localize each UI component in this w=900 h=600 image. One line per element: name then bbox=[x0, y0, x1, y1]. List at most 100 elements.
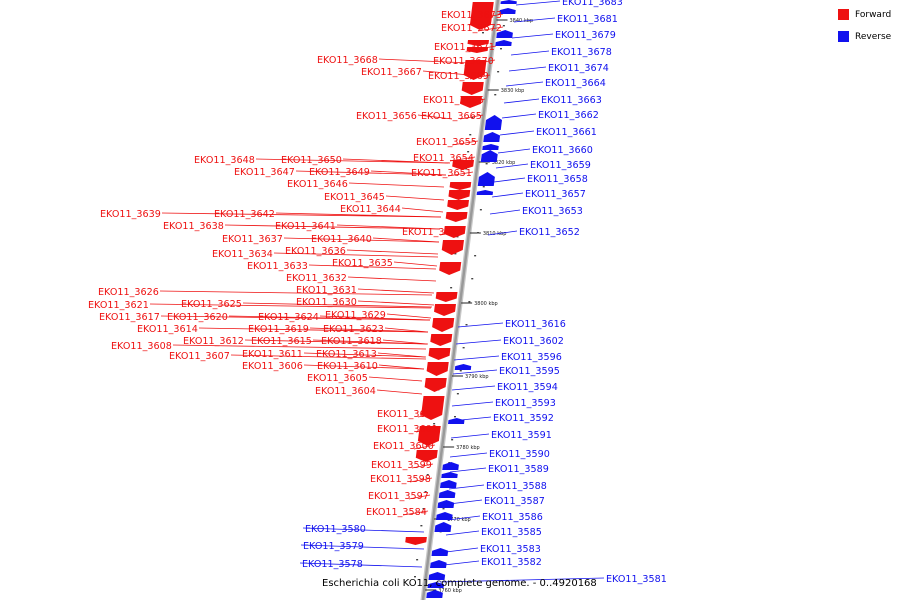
reverse-gene-feature[interactable] bbox=[480, 150, 498, 162]
forward-gene-feature[interactable] bbox=[435, 292, 458, 302]
reverse-gene-feature[interactable] bbox=[454, 364, 472, 370]
forward-gene-feature[interactable] bbox=[439, 262, 462, 275]
forward-gene-label[interactable]: EKO11_3671 bbox=[434, 42, 495, 53]
reverse-gene-label[interactable]: EKO11_3657 bbox=[525, 189, 586, 200]
reverse-gene-feature[interactable] bbox=[495, 40, 512, 46]
reverse-gene-feature[interactable] bbox=[428, 572, 446, 580]
forward-gene-feature[interactable] bbox=[469, 2, 494, 30]
reverse-gene-label[interactable]: EKO11_3593 bbox=[495, 398, 556, 409]
forward-gene-label[interactable]: EKO11_3648 bbox=[194, 155, 255, 166]
reverse-gene-feature[interactable] bbox=[499, 8, 516, 14]
reverse-gene-feature[interactable] bbox=[431, 548, 449, 556]
reverse-gene-label[interactable]: EKO11_3596 bbox=[501, 352, 562, 363]
forward-gene-label[interactable]: EKO11_3669 bbox=[428, 71, 489, 82]
forward-gene-feature[interactable] bbox=[415, 450, 438, 462]
forward-gene-label[interactable]: EKO11_3603 bbox=[377, 409, 438, 420]
forward-gene-label[interactable]: EKO11_3639 bbox=[100, 209, 161, 220]
forward-gene-label[interactable]: EKO11_3614 bbox=[137, 324, 198, 335]
forward-gene-label[interactable]: EKO11_3635 bbox=[332, 258, 393, 269]
forward-gene-feature[interactable] bbox=[428, 348, 451, 360]
forward-gene-feature[interactable] bbox=[443, 226, 466, 238]
forward-gene-feature[interactable] bbox=[461, 82, 484, 95]
reverse-gene-label[interactable]: EKO11_3683 bbox=[562, 0, 623, 8]
forward-gene-label[interactable]: EKO11_3633 bbox=[247, 261, 308, 272]
reverse-gene-label[interactable]: EKO11_3590 bbox=[489, 449, 550, 460]
reverse-gene-label[interactable]: EKO11_3580 bbox=[305, 524, 366, 535]
forward-gene-label[interactable]: EKO11_3621 bbox=[88, 300, 149, 311]
reverse-gene-feature[interactable] bbox=[430, 560, 447, 568]
forward-gene-label[interactable]: EKO11_3631 bbox=[296, 285, 357, 296]
reverse-gene-label[interactable]: EKO11_3579 bbox=[303, 541, 364, 552]
reverse-gene-label[interactable]: EKO11_3587 bbox=[484, 496, 545, 507]
forward-gene-label[interactable]: EKO11_3601 bbox=[377, 424, 438, 435]
reverse-gene-label[interactable]: EKO11_3589 bbox=[488, 464, 549, 475]
forward-gene-feature[interactable] bbox=[467, 40, 489, 46]
reverse-gene-label[interactable]: EKO11_3662 bbox=[538, 110, 599, 121]
reverse-gene-label[interactable]: EKO11_3664 bbox=[545, 78, 606, 89]
forward-gene-feature[interactable] bbox=[421, 396, 445, 420]
forward-gene-label[interactable]: EKO11_3641 bbox=[275, 221, 336, 232]
forward-gene-label[interactable]: EKO11_3640 bbox=[311, 234, 372, 245]
forward-gene-label[interactable]: EKO11_3626 bbox=[98, 287, 159, 298]
forward-gene-label[interactable]: EKO11_3605 bbox=[307, 373, 368, 384]
forward-gene-label[interactable]: EKO11_3649 bbox=[309, 167, 370, 178]
reverse-gene-label[interactable]: EKO11_3663 bbox=[541, 95, 602, 106]
reverse-gene-label[interactable]: EKO11_3659 bbox=[530, 160, 591, 171]
forward-gene-label[interactable]: EKO11_3598 bbox=[370, 474, 431, 485]
forward-gene-label[interactable]: EKO11_3636 bbox=[285, 246, 346, 257]
forward-gene-feature[interactable] bbox=[405, 537, 427, 545]
forward-gene-label[interactable]: EKO11_3620 bbox=[167, 312, 228, 323]
reverse-gene-label[interactable]: EKO11_3660 bbox=[532, 145, 593, 156]
forward-gene-label[interactable]: EKO11_3665 bbox=[421, 111, 482, 122]
forward-gene-feature[interactable] bbox=[463, 60, 487, 80]
reverse-gene-feature[interactable] bbox=[477, 172, 495, 186]
forward-gene-label[interactable]: EKO11_3647 bbox=[234, 167, 295, 178]
forward-gene-label[interactable]: EKO11_3615 bbox=[251, 336, 312, 347]
forward-gene-label[interactable]: EKO11_3618 bbox=[321, 336, 382, 347]
reverse-gene-label[interactable]: EKO11_3678 bbox=[551, 47, 612, 58]
forward-gene-label[interactable]: EKO11_3607 bbox=[169, 351, 230, 362]
reverse-gene-label[interactable]: EKO11_3582 bbox=[481, 557, 542, 568]
reverse-gene-label[interactable]: EKO11_3616 bbox=[505, 319, 566, 330]
forward-gene-label[interactable]: EKO11_3612 bbox=[183, 336, 244, 347]
reverse-gene-label[interactable]: EKO11_3581 bbox=[606, 574, 667, 585]
forward-gene-feature[interactable] bbox=[447, 200, 469, 210]
reverse-gene-feature[interactable] bbox=[496, 30, 513, 38]
forward-gene-label[interactable]: EKO11_3654 bbox=[413, 153, 474, 164]
forward-gene-label[interactable]: EKO11_3624 bbox=[258, 312, 319, 323]
reverse-gene-label[interactable]: EKO11_3681 bbox=[557, 14, 618, 25]
reverse-gene-feature[interactable] bbox=[484, 115, 502, 130]
reverse-gene-feature[interactable] bbox=[438, 490, 456, 498]
reverse-gene-label[interactable]: EKO11_3595 bbox=[499, 366, 560, 377]
forward-gene-label[interactable]: EKO11_3600 bbox=[373, 441, 434, 452]
reverse-gene-feature[interactable] bbox=[483, 132, 501, 142]
reverse-gene-label[interactable]: EKO11_3653 bbox=[522, 206, 583, 217]
forward-gene-label[interactable]: EKO11_3651 bbox=[411, 168, 472, 179]
reverse-gene-label[interactable]: EKO11_3658 bbox=[527, 174, 588, 185]
forward-gene-label[interactable]: EKO11_3623 bbox=[323, 324, 384, 335]
reverse-gene-feature[interactable] bbox=[448, 418, 465, 424]
forward-gene-label[interactable]: EKO11_3619 bbox=[248, 324, 309, 335]
reverse-gene-feature[interactable] bbox=[476, 190, 494, 195]
reverse-gene-feature[interactable] bbox=[441, 472, 458, 478]
forward-gene-feature[interactable] bbox=[424, 378, 447, 392]
reverse-gene-feature[interactable] bbox=[500, 0, 517, 4]
forward-gene-label[interactable]: EKO11_3625 bbox=[181, 299, 242, 310]
forward-gene-label[interactable]: EKO11_3634 bbox=[212, 249, 273, 260]
forward-gene-label[interactable]: EKO11_3656 bbox=[356, 111, 417, 122]
forward-gene-label[interactable]: EKO11_3608 bbox=[111, 341, 172, 352]
forward-gene-label[interactable]: EKO11_3638 bbox=[163, 221, 224, 232]
forward-gene-label[interactable]: EKO11_3613 bbox=[316, 349, 377, 360]
forward-gene-label[interactable]: EKO11_3655 bbox=[416, 137, 477, 148]
forward-gene-label[interactable]: EKO11_3611 bbox=[242, 349, 303, 360]
forward-gene-feature[interactable] bbox=[460, 96, 482, 108]
forward-gene-label[interactable]: EKO11_3606 bbox=[242, 361, 303, 372]
reverse-gene-label[interactable]: EKO11_3588 bbox=[486, 481, 547, 492]
reverse-gene-label[interactable]: EKO11_3674 bbox=[548, 63, 609, 74]
reverse-gene-label[interactable]: EKO11_3583 bbox=[480, 544, 541, 555]
forward-gene-label[interactable]: EKO11_3630 bbox=[296, 297, 357, 308]
reverse-gene-feature[interactable] bbox=[427, 582, 444, 588]
reverse-gene-label[interactable]: EKO11_3585 bbox=[481, 527, 542, 538]
reverse-gene-label[interactable]: EKO11_3594 bbox=[497, 382, 558, 393]
forward-gene-label[interactable]: EKO11_3599 bbox=[371, 460, 432, 471]
